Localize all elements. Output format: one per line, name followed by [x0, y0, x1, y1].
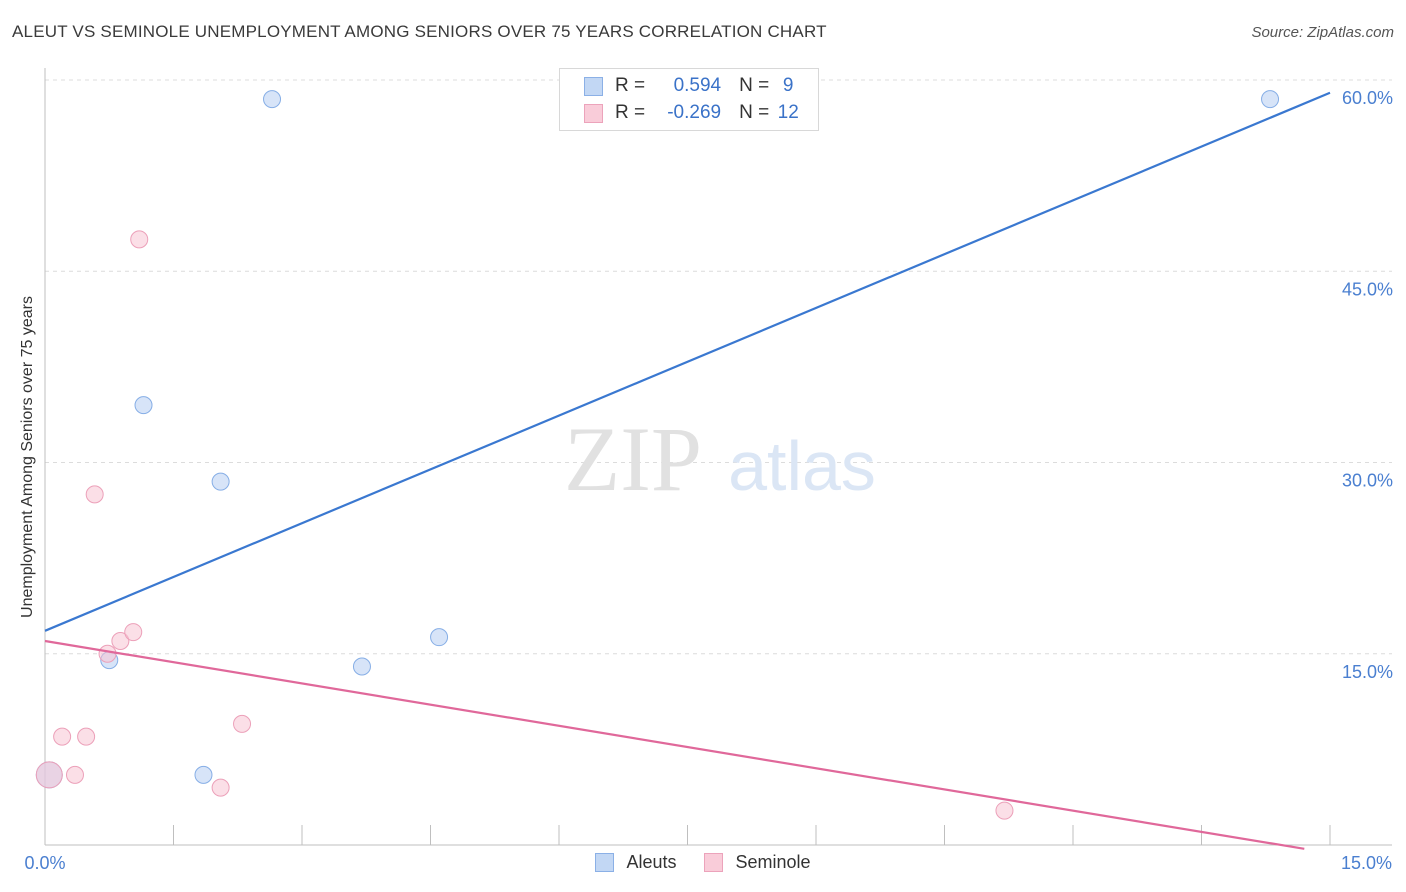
aleuts-point — [430, 628, 449, 647]
seminole-r-value: -0.269 — [667, 102, 722, 123]
seminole-point — [53, 727, 72, 746]
seminole-point — [233, 714, 252, 733]
seminole-point — [130, 230, 149, 249]
x-tick-label-start: 0.0% — [24, 853, 65, 873]
seminole-n-value: 12 — [777, 102, 799, 123]
seminole-legend-label: Seminole — [735, 852, 811, 872]
aleuts-r-value: 0.594 — [673, 75, 722, 96]
y-tick-label: 60.0% — [1342, 88, 1393, 108]
x-tick-label-end: 15.0% — [1341, 853, 1392, 873]
aleuts-point — [211, 472, 230, 491]
y-tick-label: 30.0% — [1342, 471, 1393, 491]
aleuts-legend-label: Aleuts — [626, 852, 677, 872]
aleuts-point — [134, 396, 153, 415]
legend-item-aleuts: Aleuts — [595, 852, 676, 873]
aleuts-point — [263, 90, 282, 109]
watermark-zip: ZIP — [564, 408, 702, 510]
seminole-point — [65, 765, 84, 784]
seminole-point — [124, 623, 143, 642]
r-label: R = — [615, 102, 646, 123]
seminole-point — [98, 644, 117, 663]
seminole-point — [995, 801, 1014, 820]
series-legend: Aleuts Seminole — [0, 852, 1406, 873]
aleuts-legend-swatch — [595, 853, 615, 872]
aleuts-point — [1261, 90, 1280, 109]
aleuts-point — [194, 765, 213, 784]
seminole-point — [77, 727, 96, 746]
legend-row-aleuts: R = 0.594 N = 9 — [584, 73, 807, 99]
source-label: Source: ZipAtlas.com — [1251, 24, 1394, 41]
seminole-point — [35, 761, 63, 789]
seminole-legend-swatch — [704, 853, 724, 872]
legend-item-seminole: Seminole — [704, 852, 811, 873]
seminole-swatch — [584, 103, 603, 123]
chart-title: ALEUT VS SEMINOLE UNEMPLOYMENT AMONG SEN… — [12, 22, 827, 41]
legend-row-seminole: R = -0.269 N = 12 — [584, 100, 807, 126]
r-label: R = — [615, 75, 646, 96]
seminole-point — [111, 632, 130, 650]
n-label: N = — [739, 102, 770, 123]
seminole-trend-line — [44, 639, 1305, 850]
watermark-atlas: atlas — [728, 427, 876, 505]
seminole-point — [211, 778, 230, 797]
y-tick-label: 15.0% — [1342, 662, 1393, 682]
aleuts-trend-line — [44, 91, 1331, 632]
correlation-legend: R = 0.594 N = 9 R = -0.269 N = 12 — [559, 68, 819, 131]
n-label: N = — [739, 75, 770, 96]
y-tick-label: 45.0% — [1342, 279, 1393, 299]
aleuts-point — [352, 657, 371, 676]
seminole-point — [85, 485, 104, 504]
aleuts-swatch — [584, 76, 603, 96]
aleuts-n-value: 9 — [782, 75, 794, 96]
